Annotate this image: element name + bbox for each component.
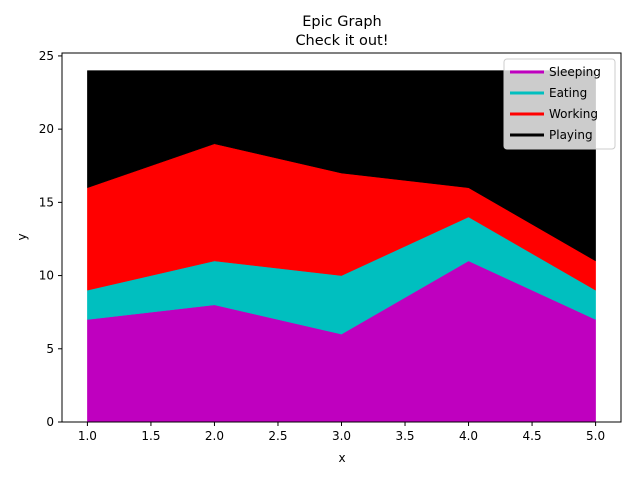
y-tick-label: 5 (46, 342, 54, 356)
x-axis-label: x (338, 451, 345, 465)
y-axis-ticks: 0 5 10 15 20 25 (39, 49, 62, 429)
x-tick-label: 1.0 (78, 429, 97, 443)
chart-subtitle: Check it out! (295, 33, 388, 49)
legend-label-sleeping: Sleeping (549, 65, 601, 79)
x-tick-label: 2.0 (205, 429, 224, 443)
x-tick-label: 4.5 (523, 429, 542, 443)
x-tick-label: 4.0 (459, 429, 478, 443)
area-series-playing (87, 70, 596, 262)
x-tick-label: 1.5 (141, 429, 160, 443)
legend-label-working: Working (549, 107, 598, 121)
y-tick-label: 0 (46, 415, 54, 429)
x-axis-ticks: 1.0 1.5 2.0 2.5 3.0 3.5 4.0 4.5 5.0 (78, 422, 605, 443)
y-axis-label: y (15, 233, 29, 240)
legend-box (503, 58, 616, 150)
x-tick-label: 3.0 (332, 429, 351, 443)
x-tick-label: 3.5 (395, 429, 414, 443)
legend-label-playing: Playing (549, 128, 593, 142)
y-tick-label: 10 (39, 269, 54, 283)
y-tick-label: 25 (39, 49, 54, 63)
y-tick-label: 20 (39, 122, 54, 136)
x-tick-label: 2.5 (268, 429, 287, 443)
y-tick-label: 15 (39, 195, 54, 209)
x-tick-label: 5.0 (586, 429, 605, 443)
legend-label-eating: Eating (549, 86, 587, 100)
area-series-group (87, 70, 596, 423)
chart-title: Epic Graph (302, 14, 381, 30)
legend: Sleeping Eating Working Playing (503, 58, 616, 150)
